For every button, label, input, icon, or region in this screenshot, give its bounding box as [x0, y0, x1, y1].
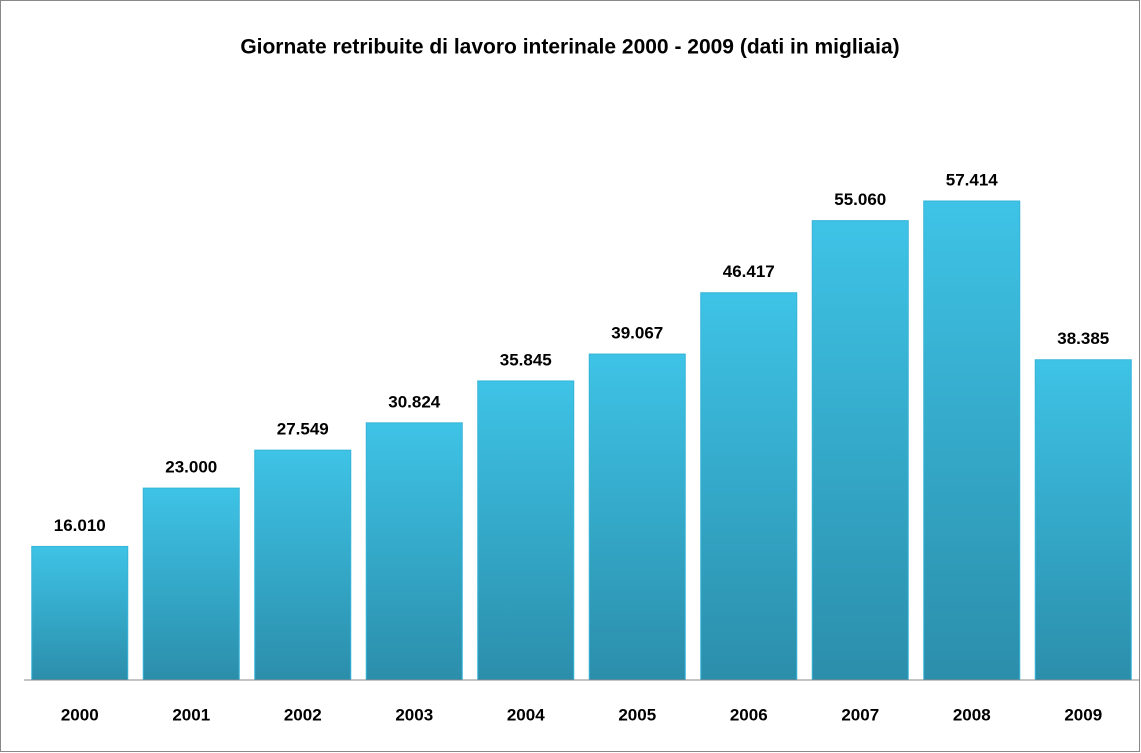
x-tick-label: 2004 [507, 705, 545, 724]
bar [477, 380, 575, 681]
x-tick-label: 2002 [284, 705, 322, 724]
bar [142, 487, 240, 681]
data-label: 27.549 [277, 420, 329, 439]
bar [31, 545, 129, 681]
bar [923, 200, 1021, 681]
bar [588, 353, 686, 681]
bar [700, 292, 798, 681]
x-tick-label: 2008 [953, 705, 991, 724]
x-tick-label: 2001 [172, 705, 210, 724]
data-label: 46.417 [723, 262, 775, 281]
x-tick-label: 2006 [730, 705, 768, 724]
x-tick-label: 2009 [1064, 705, 1102, 724]
data-label: 55.060 [834, 190, 886, 209]
bar [365, 422, 463, 681]
x-tick-label: 2003 [395, 705, 433, 724]
x-tick-label: 2007 [841, 705, 879, 724]
data-label: 16.010 [54, 516, 106, 535]
data-label: 38.385 [1057, 329, 1109, 348]
x-tick-label: 2000 [61, 705, 99, 724]
data-label: 35.845 [500, 350, 552, 369]
chart-title: Giornate retribuite di lavoro interinale… [240, 36, 899, 59]
data-label: 30.824 [388, 392, 441, 411]
bar [811, 220, 909, 681]
data-label: 57.414 [946, 170, 999, 189]
data-label: 39.067 [611, 324, 663, 343]
bar [254, 449, 352, 681]
bar [1034, 359, 1132, 681]
data-label: 23.000 [165, 458, 217, 477]
x-tick-label: 2005 [618, 705, 656, 724]
